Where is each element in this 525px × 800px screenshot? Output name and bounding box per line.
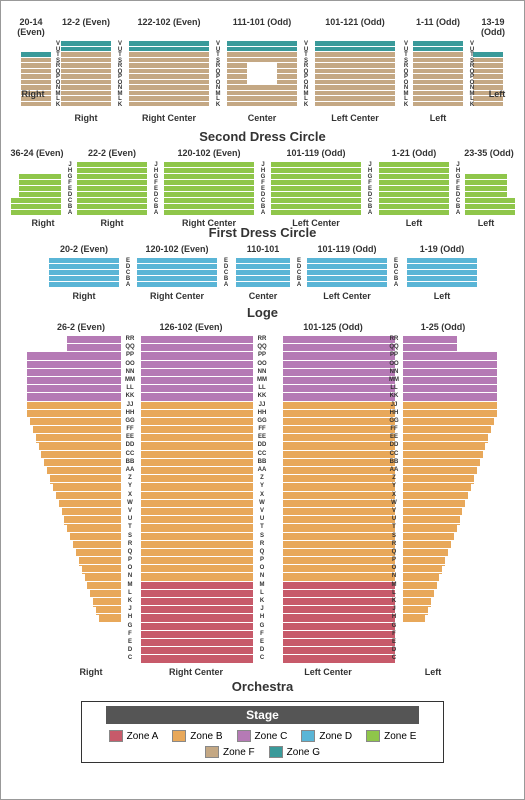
title-sdc: Second Dress Circle <box>1 129 524 144</box>
label-sdc-2: 122-102 (Even) <box>129 17 209 27</box>
section-block[interactable] <box>307 258 387 288</box>
swatch-icon <box>237 730 251 742</box>
section-block[interactable] <box>19 174 61 216</box>
sec-orch-2: Left Center <box>283 667 373 677</box>
section-block[interactable] <box>77 162 147 216</box>
legend-item: Zone D <box>301 730 352 742</box>
section-block[interactable] <box>271 162 361 216</box>
swatch-icon <box>269 746 283 758</box>
title-orch: Orchestra <box>1 679 524 694</box>
label-orch-1: 126-102 (Even) <box>141 322 241 332</box>
stage-bar: Stage <box>106 706 419 724</box>
legend-item: Zone E <box>366 730 416 742</box>
section-block[interactable] <box>507 198 515 216</box>
legend-item: Zone F <box>205 746 255 758</box>
swatch-icon <box>366 730 380 742</box>
label-loge-0: 20-2 (Even) <box>49 244 119 254</box>
section-block[interactable] <box>164 162 254 216</box>
section-block[interactable] <box>129 41 209 107</box>
legend-item: Zone A <box>109 730 159 742</box>
label-fdc-4: 1-21 (Odd) <box>379 148 449 158</box>
section-block[interactable] <box>11 198 19 216</box>
section-block[interactable] <box>137 258 217 288</box>
sec-orch-0: Right <box>61 667 121 677</box>
swatch-icon <box>205 746 219 758</box>
label-fdc-3: 101-119 (Odd) <box>271 148 361 158</box>
label-fdc-1: 22-2 (Even) <box>77 148 147 158</box>
label-fdc-5: 23-35 (Odd) <box>461 148 517 158</box>
label-sdc-0: 20-14 (Even) <box>9 17 53 37</box>
swatch-icon <box>109 730 123 742</box>
label-loge-1: 120-102 (Even) <box>137 244 217 254</box>
legend-item: Zone B <box>172 730 222 742</box>
label-loge-3: 101-119 (Odd) <box>307 244 387 254</box>
sec-orch-3: Left <box>403 667 463 677</box>
section-block[interactable] <box>49 258 119 288</box>
label-sdc-5: 1-11 (Odd) <box>413 17 463 27</box>
swatch-icon <box>172 730 186 742</box>
section-block[interactable] <box>61 41 111 107</box>
label-fdc-0: 36-24 (Even) <box>9 148 65 158</box>
section-block[interactable] <box>283 336 395 664</box>
sec-orch-1: Right Center <box>151 667 241 677</box>
label-loge-2: 110-101 <box>236 244 290 254</box>
label-loge-4: 1-19 (Odd) <box>407 244 477 254</box>
section-block[interactable] <box>379 162 449 216</box>
label-sdc-6: 13-19 (Odd) <box>471 17 515 37</box>
seating-chart: 20-14 (Even) 12-2 (Even) 122-102 (Even) … <box>0 0 525 800</box>
label-orch-0: 26-2 (Even) <box>41 322 121 332</box>
swatch-icon <box>301 730 315 742</box>
section-block[interactable] <box>407 258 477 288</box>
section-block[interactable] <box>465 174 507 216</box>
legend-item: Zone C <box>237 730 288 742</box>
legend: Stage Zone AZone BZone CZone DZone EZone… <box>81 701 444 763</box>
label-sdc-4: 101-121 (Odd) <box>315 17 395 27</box>
section-block[interactable] <box>141 336 253 664</box>
section-block[interactable] <box>413 41 463 107</box>
label-orch-3: 1-25 (Odd) <box>403 322 483 332</box>
legend-item: Zone G <box>269 746 320 758</box>
label-sdc-1: 12-2 (Even) <box>61 17 111 27</box>
section-block[interactable] <box>315 41 395 107</box>
legend-items: Zone A Zone B Zone C Zone D Zone E Zone F Zone… <box>86 730 439 758</box>
title-loge: Loge <box>1 305 524 320</box>
label-sdc-3: 111-101 (Odd) <box>227 17 297 27</box>
section-block[interactable] <box>236 258 290 288</box>
label-fdc-2: 120-102 (Even) <box>164 148 254 158</box>
label-orch-2: 101-125 (Odd) <box>283 322 383 332</box>
